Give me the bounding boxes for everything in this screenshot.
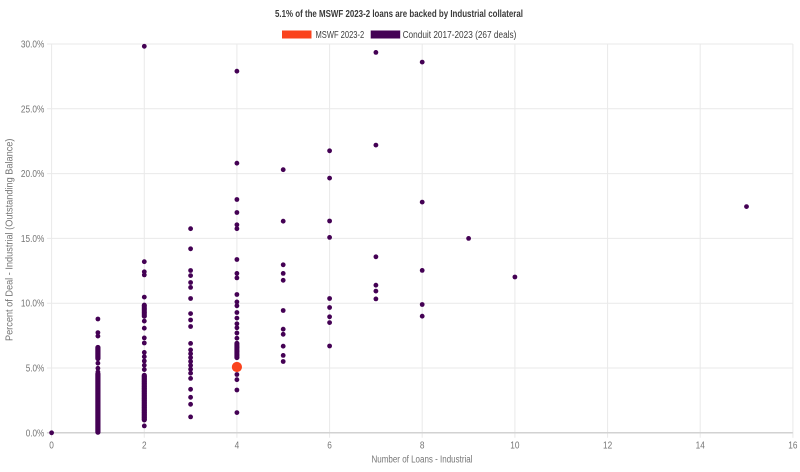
svg-text:20.0%: 20.0%	[21, 169, 44, 180]
svg-text:16: 16	[788, 440, 798, 451]
svg-text:4: 4	[235, 440, 240, 451]
svg-text:MSWF 2023-2: MSWF 2023-2	[316, 30, 365, 41]
svg-text:12: 12	[603, 440, 613, 451]
svg-text:0: 0	[49, 440, 54, 451]
svg-text:10.0%: 10.0%	[21, 299, 44, 310]
svg-text:6: 6	[327, 440, 332, 451]
svg-text:30.0%: 30.0%	[21, 40, 44, 51]
svg-text:5.0%: 5.0%	[26, 364, 45, 375]
svg-text:5.1% of the MSWF 2023-2 loans: 5.1% of the MSWF 2023-2 loans are backed…	[275, 8, 523, 20]
svg-text:Conduit 2017-2023 (267 deals): Conduit 2017-2023 (267 deals)	[403, 30, 517, 41]
svg-text:14: 14	[696, 440, 706, 451]
svg-text:25.0%: 25.0%	[21, 104, 44, 115]
svg-text:8: 8	[420, 440, 425, 451]
svg-text:2: 2	[142, 440, 147, 451]
svg-text:10: 10	[510, 440, 520, 451]
svg-text:Percent of Deal - Industrial (: Percent of Deal - Industrial (Outstandin…	[4, 139, 15, 341]
svg-text:Number of Loans - Industrial: Number of Loans - Industrial	[372, 455, 473, 466]
svg-text:0.0%: 0.0%	[26, 428, 45, 439]
svg-text:15.0%: 15.0%	[21, 234, 44, 245]
